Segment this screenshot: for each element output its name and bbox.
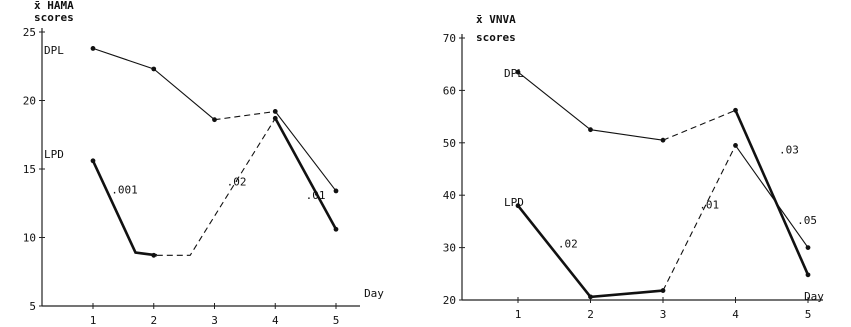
y-tick-label: 25 <box>23 26 36 39</box>
data-point <box>660 288 666 293</box>
p-value-annotation: .02 <box>558 238 578 251</box>
data-point <box>90 158 96 164</box>
x-tick-label: 5 <box>333 314 340 327</box>
y-axis-subtitle: scores <box>34 11 74 24</box>
p-value-annotation: .05 <box>797 214 817 227</box>
y-tick-label: 10 <box>23 232 36 245</box>
series-line-thick <box>274 117 338 230</box>
x-tick-label: 2 <box>587 308 594 321</box>
x-tick-label: 4 <box>732 308 739 321</box>
data-point <box>805 245 811 251</box>
y-tick-label: 20 <box>443 294 456 307</box>
y-axis-title: x̄ VNVA <box>476 13 516 26</box>
series-line-dashed <box>662 109 736 141</box>
x-tick-label: 4 <box>272 314 279 327</box>
data-point <box>272 109 278 114</box>
data-point <box>212 117 217 123</box>
x-axis-label: Day <box>364 287 384 300</box>
x-tick-label: 1 <box>515 308 522 321</box>
y-tick-label: 30 <box>443 242 456 255</box>
series-line-thin <box>92 47 215 121</box>
x-tick-label: 5 <box>805 308 812 321</box>
data-point <box>733 143 738 148</box>
data-point <box>333 188 339 194</box>
data-point <box>515 203 521 209</box>
data-point <box>515 69 521 75</box>
data-point <box>90 46 96 51</box>
y-axis-subtitle: scores <box>476 31 516 44</box>
y-tick-label: 5 <box>29 300 36 313</box>
series-label-dpl: DPL <box>44 44 64 57</box>
p-value-annotation: .01 <box>306 189 326 202</box>
data-point <box>588 127 593 133</box>
data-point <box>805 272 811 278</box>
data-point <box>733 107 738 113</box>
y-tick-label: 20 <box>23 95 36 108</box>
data-point <box>151 252 157 258</box>
x-tick-label: 2 <box>150 314 157 327</box>
y-tick-label: 15 <box>23 163 36 176</box>
series-label-lpd: LPD <box>44 148 64 161</box>
series-line-thin <box>274 111 337 192</box>
y-tick-label: 40 <box>443 189 456 202</box>
chart-2: 20 30 40 50 60 70 1 2 3 4 5 Day x̄ VNVA scores DPL LPD.… <box>443 13 825 321</box>
x-tick-label: 1 <box>90 314 97 327</box>
series-line-dashed <box>156 118 276 256</box>
series-line-dashed <box>214 110 276 121</box>
series-line-dashed <box>662 145 736 291</box>
data-point <box>660 137 666 143</box>
y-axis-title: x̄ HAMA <box>34 0 74 12</box>
x-tick-label: 3 <box>660 308 667 321</box>
p-value-annotation: .02 <box>227 175 247 188</box>
p-value-annotation: .01 <box>699 198 719 211</box>
data-point <box>151 66 157 72</box>
data-point <box>272 115 278 121</box>
y-tick-label: 70 <box>443 32 456 45</box>
series-line-thick <box>91 160 157 257</box>
series-label-lpd: LPD <box>504 196 524 209</box>
series-label-dpl: DPL <box>504 67 524 80</box>
p-value-annotation: .001 <box>111 184 138 197</box>
y-tick-label: 50 <box>443 137 456 150</box>
series-line-thick <box>734 109 810 276</box>
y-tick-label: 60 <box>443 84 456 97</box>
series-line-thin <box>735 145 809 248</box>
p-value-annotation: .03 <box>779 143 799 156</box>
x-axis-label: Day <box>804 290 824 303</box>
x-tick-label: 3 <box>211 314 218 327</box>
series-line-thick <box>516 204 664 299</box>
data-point <box>333 226 339 232</box>
data-point <box>588 294 593 300</box>
